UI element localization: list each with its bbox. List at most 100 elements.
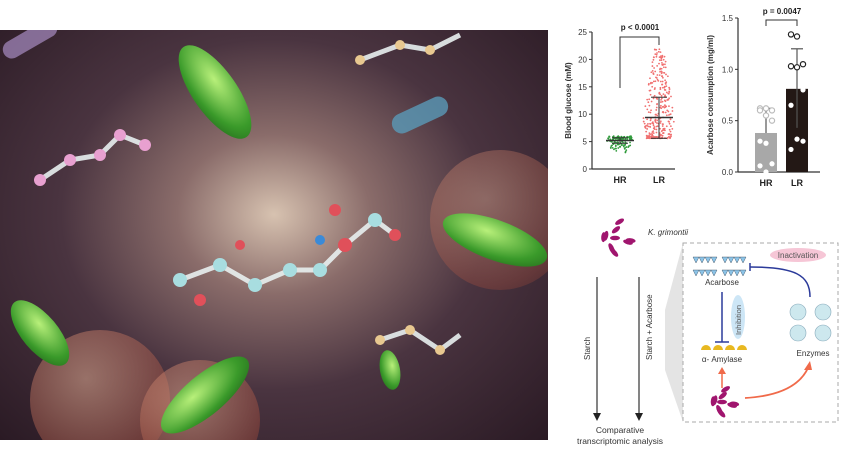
data-point [661, 123, 664, 126]
data-point [799, 60, 807, 68]
data-point [664, 63, 666, 66]
acarbose-unit [721, 269, 729, 277]
data-point [656, 122, 658, 124]
data-point [669, 130, 672, 133]
y-tick-label: 25 [578, 28, 587, 37]
data-point [659, 104, 662, 107]
data-point [644, 105, 647, 108]
data-point [662, 132, 665, 134]
data-point [672, 120, 675, 123]
data-point [763, 140, 769, 146]
data-point [669, 125, 672, 128]
data-point [762, 112, 770, 119]
data-point [660, 59, 663, 62]
data-point [664, 106, 667, 108]
data-point [653, 56, 655, 59]
data-point [611, 147, 614, 149]
data-point [646, 136, 648, 139]
data-point [668, 88, 671, 90]
data-point [800, 138, 806, 144]
bacteria-cluster [710, 386, 740, 418]
data-point [665, 81, 668, 84]
acarbose-unit [710, 269, 718, 277]
data-point [613, 141, 616, 143]
data-point [655, 125, 658, 128]
data-point [661, 76, 664, 79]
acarbose-unit [727, 256, 735, 264]
data-point [647, 111, 650, 114]
data-point [660, 101, 662, 103]
data-point [644, 125, 647, 127]
data-point [660, 98, 662, 101]
data-point [664, 60, 667, 63]
organism-label: K. grimontii [648, 228, 688, 237]
data-point [651, 81, 654, 84]
acarbose-unit [721, 256, 729, 264]
y-tick-label: 0.5 [722, 117, 734, 126]
data-point [656, 114, 659, 117]
bacterium [610, 235, 620, 241]
data-point [652, 72, 655, 75]
data-point [763, 169, 769, 175]
data-point [647, 125, 650, 128]
data-point [665, 91, 668, 94]
molecule-models [34, 32, 462, 355]
data-point [652, 80, 655, 83]
y-tick-label: 1.0 [722, 65, 734, 74]
bacterium [712, 395, 718, 406]
acarbose-unit [727, 269, 735, 277]
data-point [663, 86, 666, 89]
starch-acarbose-label: Starch + Acarbose [645, 294, 654, 360]
data-point [653, 94, 656, 97]
data-point [658, 48, 661, 51]
bacterium [716, 405, 723, 415]
data-point [671, 106, 674, 109]
data-point [659, 51, 662, 54]
bacteria-cluster [601, 218, 636, 257]
x-tick-label: LR [653, 175, 665, 185]
data-point [649, 119, 652, 122]
data-point [617, 135, 620, 138]
data-point [627, 136, 630, 139]
data-point [650, 109, 652, 112]
acarbose-unit [739, 256, 747, 264]
data-point [668, 91, 671, 93]
data-point [787, 31, 795, 38]
acarbose-unit [733, 269, 741, 277]
data-point [658, 62, 660, 65]
data-point [769, 161, 775, 167]
data-point [618, 143, 620, 146]
data-point [624, 150, 627, 153]
data-point [656, 52, 658, 54]
significance-bracket [765, 19, 798, 26]
data-point [665, 73, 667, 76]
inactivation-label: Inactivation [778, 251, 818, 260]
data-point [658, 91, 661, 94]
data-point [667, 110, 670, 113]
bacterium [721, 386, 731, 393]
data-point [664, 79, 667, 82]
acarbose-unit [710, 256, 718, 264]
data-point [654, 53, 657, 56]
data-point [652, 130, 655, 133]
data-point [624, 137, 627, 140]
data-point [668, 120, 671, 123]
bacterium [603, 230, 609, 241]
data-point [614, 144, 617, 147]
data-point [656, 74, 659, 76]
data-point [660, 107, 663, 110]
data-point [642, 117, 645, 119]
data-point [648, 98, 651, 101]
data-point [655, 55, 658, 58]
data-point [630, 136, 633, 139]
y-tick-label: 20 [578, 55, 587, 64]
data-point [627, 145, 630, 148]
acarbose-unit [733, 256, 741, 264]
data-point [670, 95, 672, 98]
data-point [659, 68, 661, 71]
data-point [665, 114, 668, 117]
data-point [629, 141, 631, 144]
data-point [618, 146, 621, 148]
data-point [658, 56, 661, 58]
data-point [648, 134, 650, 137]
